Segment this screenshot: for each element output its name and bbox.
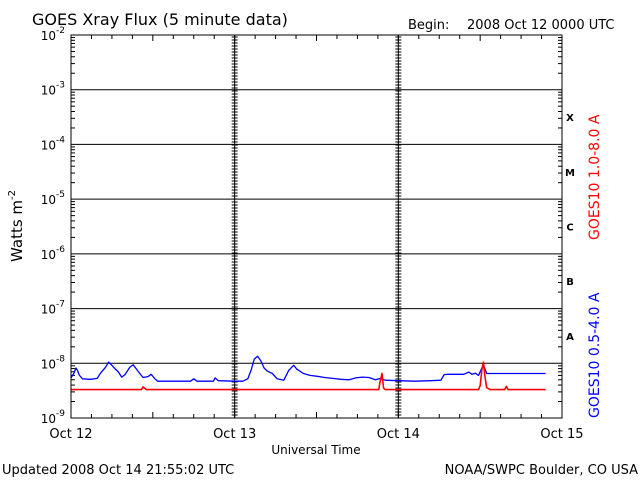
y-tick-base: 10 (41, 29, 56, 43)
y-tick-label: 10-8 (41, 354, 66, 371)
y-tick-exponent: -5 (56, 190, 65, 200)
x-axis-label: Universal Time (271, 443, 360, 457)
y-tick-label: 10-3 (41, 81, 65, 98)
y-tick-base: 10 (41, 303, 56, 317)
credit-text: NOAA/SWPC Boulder, CO USA (445, 463, 638, 478)
y-tick-label: 10-2 (41, 26, 65, 43)
x-tick-labels: Oct 12 Oct 13 Oct 14 Oct 15 (49, 427, 583, 442)
series-line (70, 355, 546, 382)
flare-class-label: A (566, 332, 574, 343)
y-tick-label: 10-4 (41, 135, 66, 152)
y-axis-label-exponent: -2 (7, 190, 18, 200)
chart-title: GOES Xray Flux (5 minute data) (32, 10, 288, 29)
y-tick-exponent: -3 (56, 81, 65, 91)
y-axis-label: Watts m-2 (7, 190, 26, 262)
y-tick-exponent: -6 (56, 245, 65, 255)
series-layer (70, 355, 546, 391)
y-tick-base: 10 (41, 193, 56, 207)
begin-label: Begin: (408, 18, 449, 33)
y-tick-base: 10 (41, 357, 56, 371)
grid-layer (70, 35, 563, 418)
flare-class-labels: X M C B A (565, 113, 575, 343)
begin-value: 2008 Oct 12 0000 UTC (467, 18, 615, 33)
x-tick-label: Oct 13 (213, 427, 256, 442)
y-tick-base: 10 (41, 412, 56, 426)
y-tick-exponent: -2 (56, 26, 65, 36)
flare-class-label: B (566, 277, 574, 288)
y-tick-base: 10 (41, 84, 56, 98)
updated-timestamp: Updated 2008 Oct 14 21:55:02 UTC (2, 463, 234, 478)
y-tick-base: 10 (41, 138, 56, 152)
y-tick-exponent: -9 (56, 409, 65, 419)
y-tick-label: 10-7 (41, 300, 65, 317)
flare-class-label: M (565, 168, 575, 179)
x-tick-label: Oct 15 (540, 427, 583, 442)
x-tick-label: Oct 14 (377, 427, 420, 442)
y-tick-exponent: -4 (56, 135, 65, 145)
legend-long-channel: GOES10 1.0-8.0 A (587, 114, 603, 240)
flare-class-label: C (566, 223, 573, 234)
y-axis-label-base: Watts m (8, 200, 26, 262)
y-tick-exponent: -7 (56, 300, 65, 310)
legend-short-channel: GOES10 0.5-4.0 A (587, 292, 603, 418)
y-tick-base: 10 (41, 248, 56, 262)
y-tick-label: 10-9 (41, 409, 66, 426)
x-tick-label: Oct 12 (49, 427, 92, 442)
y-tick-label: 10-6 (41, 245, 66, 262)
series-line (71, 361, 546, 391)
y-tick-labels: 10-210-310-410-510-610-710-810-9 (41, 26, 66, 426)
y-tick-label: 10-5 (41, 190, 65, 207)
plot-frame (70, 34, 563, 419)
flare-class-label: X (566, 113, 574, 124)
y-tick-exponent: -8 (56, 354, 65, 364)
